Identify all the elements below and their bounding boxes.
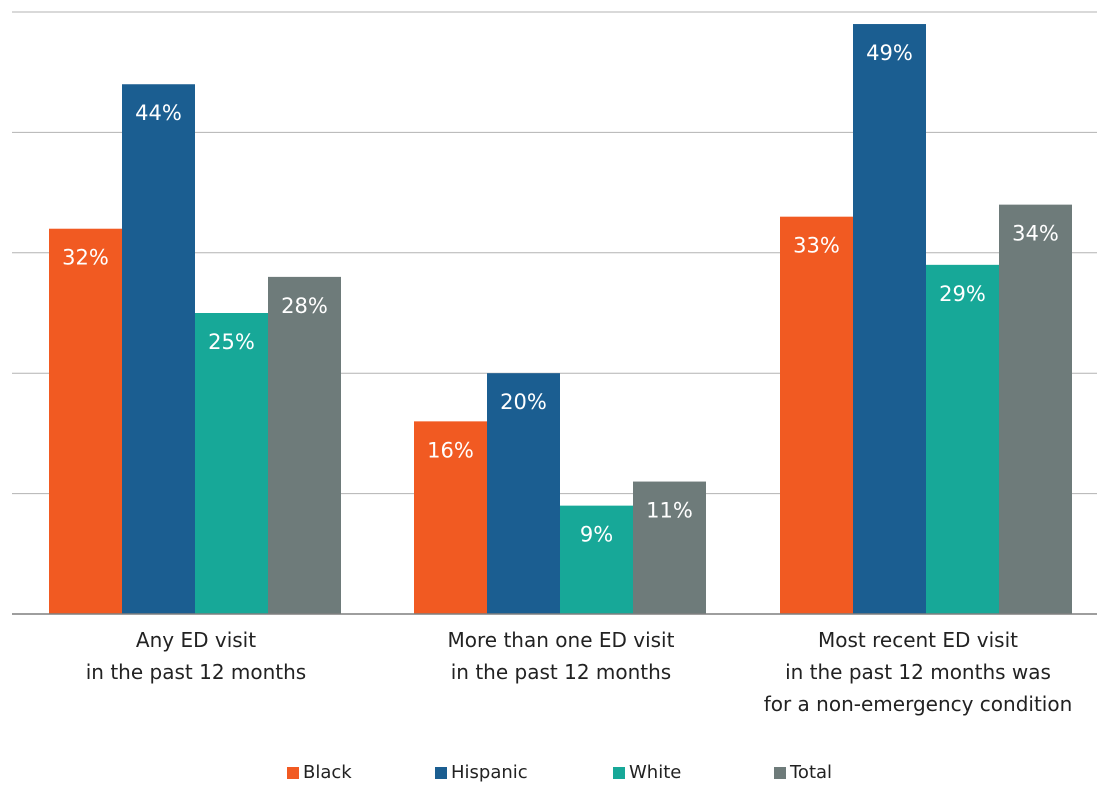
legend-swatch xyxy=(287,766,299,779)
legend-item-hispanic: Hispanic xyxy=(435,762,528,783)
data-label: 33% xyxy=(793,234,840,258)
legend-item-white: White xyxy=(613,762,681,783)
category-label: More than one ED visit in the past 12 mon… xyxy=(448,628,675,684)
bar-total xyxy=(999,204,1072,614)
bar-white xyxy=(195,313,268,614)
bar-hispanic xyxy=(487,373,560,614)
data-label: 11% xyxy=(646,499,693,523)
legend-label: Black xyxy=(303,762,352,783)
legend-label: Total xyxy=(790,762,833,783)
bars: 32% 16% 33% 44% 20% 49% 25% 9% 29% 28% 11% 34% xyxy=(49,24,1072,615)
legend-item-total: Total xyxy=(774,762,832,783)
bar-white xyxy=(560,505,633,614)
bar-hispanic xyxy=(122,84,195,615)
data-label: 16% xyxy=(427,438,474,462)
bar-chart: 32% 16% 33% 44% 20% 49% 25% 9% 29% 28% 11% 34% Any E… xyxy=(12,11,1097,716)
data-label: 34% xyxy=(1012,222,1059,246)
data-label: 28% xyxy=(281,294,328,318)
data-label: 29% xyxy=(939,282,986,306)
data-label: 44% xyxy=(135,101,182,125)
legend-item-black: Black xyxy=(287,762,352,783)
data-label: 20% xyxy=(500,390,547,414)
legend-swatch xyxy=(774,766,786,779)
chart-legend: Black Hispanic White Total xyxy=(0,762,1097,786)
data-label: 25% xyxy=(208,330,255,354)
legend-label: Hispanic xyxy=(451,762,528,783)
bar-black xyxy=(780,216,853,614)
bar-black xyxy=(414,421,487,614)
data-label: 9% xyxy=(580,523,613,547)
category-label: Most recent ED visit in the past 12 month… xyxy=(764,628,1073,716)
legend-swatch xyxy=(613,766,625,779)
bar-hispanic xyxy=(853,24,926,615)
bar-white xyxy=(926,264,999,614)
legend-label: White xyxy=(629,762,682,783)
bar-black xyxy=(49,228,122,614)
bar-total xyxy=(268,276,341,614)
category-label: Any ED visit in the past 12 months xyxy=(86,628,306,684)
data-label: 32% xyxy=(62,246,109,270)
bar-total xyxy=(633,481,706,614)
data-label: 49% xyxy=(866,41,913,65)
legend-swatch xyxy=(435,766,447,779)
